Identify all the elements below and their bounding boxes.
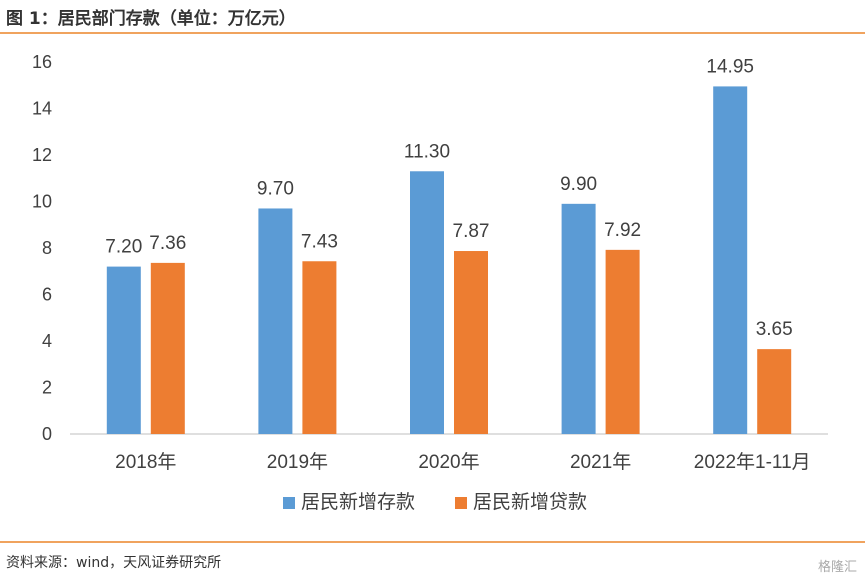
y-tick-label: 14: [32, 99, 52, 119]
y-tick-label: 10: [32, 192, 52, 212]
bar-loan: [757, 349, 792, 434]
data-label: 14.95: [706, 56, 754, 77]
bar-loan: [150, 262, 185, 434]
legend-label: 居民新增存款: [301, 491, 415, 513]
x-tick-label: 2021年: [570, 451, 631, 473]
bar-deposit: [106, 266, 141, 434]
data-label: 7.92: [604, 220, 641, 241]
x-tick-label: 2020年: [418, 451, 479, 473]
bar-deposit: [410, 171, 444, 434]
bar-deposit: [713, 86, 748, 434]
bar-loan: [454, 251, 488, 434]
y-tick-label: 12: [32, 145, 52, 165]
data-label: 3.65: [756, 319, 793, 340]
data-label: 7.36: [149, 233, 186, 254]
x-tick-label: 2018年: [115, 451, 176, 473]
y-tick-label: 8: [42, 238, 52, 258]
y-tick-label: 2: [42, 378, 52, 398]
bottom-rule: [0, 541, 865, 543]
bar-deposit: [258, 208, 293, 434]
legend-swatch: [455, 497, 467, 509]
bar-loan: [605, 249, 640, 434]
bar-chart: 0 2 4 6 8 10 12 14 16 7.20 9.70 11.30 9.90 14.95 7.36 7…: [32, 52, 828, 513]
data-label: 7.20: [105, 237, 142, 258]
source-note: 资料来源：wind，天风证券研究所: [6, 555, 222, 571]
data-label: 7.43: [301, 231, 338, 252]
y-tick-label: 16: [32, 52, 52, 72]
x-tick-label: 2019年: [267, 451, 328, 473]
legend-label: 居民新增贷款: [473, 491, 587, 513]
figure-title: 图 1：居民部门存款（单位：万亿元）: [6, 9, 296, 29]
data-label: 9.70: [257, 178, 294, 199]
watermark: 格隆汇: [817, 560, 857, 575]
x-tick-label: 2022年1-11月: [694, 451, 811, 473]
data-label: 11.30: [404, 141, 450, 162]
data-label: 7.87: [453, 221, 490, 242]
bar-loan: [302, 261, 337, 434]
bar-deposit: [561, 203, 596, 434]
legend-swatch: [283, 497, 295, 509]
y-tick-label: 0: [42, 424, 52, 444]
y-tick-label: 4: [42, 331, 52, 351]
top-rule: [0, 32, 865, 34]
y-tick-label: 6: [42, 285, 52, 305]
data-label: 9.90: [560, 174, 597, 195]
